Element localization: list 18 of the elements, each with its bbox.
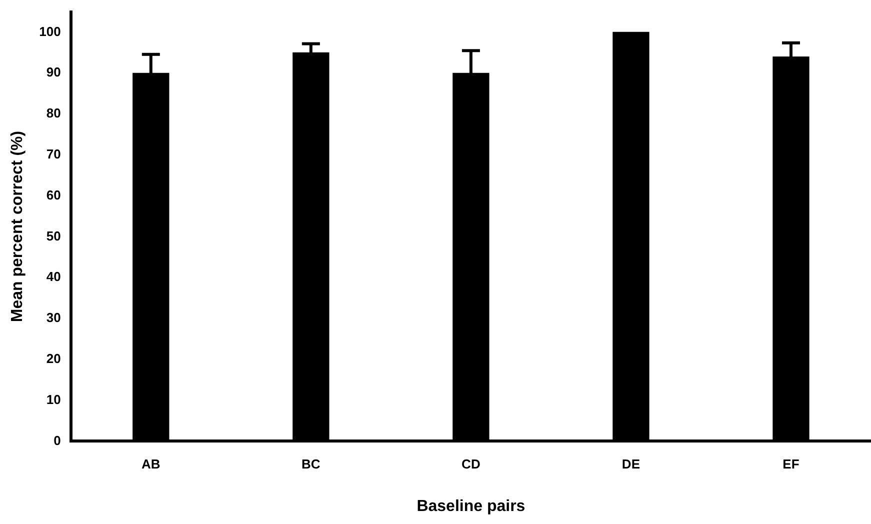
- x-tick-label: DE: [622, 456, 640, 472]
- y-tick-label: 50: [46, 228, 61, 244]
- y-axis-title: Mean percent correct (%): [9, 130, 26, 322]
- y-tick-label: 90: [46, 64, 61, 80]
- y-tick-label: 10: [46, 392, 61, 407]
- y-tick-label: 60: [46, 187, 61, 202]
- y-tick-label: 70: [46, 146, 61, 162]
- y-tick-label: 30: [46, 310, 61, 326]
- y-tick-label: 40: [46, 269, 61, 284]
- x-tick-label: CD: [462, 456, 480, 472]
- y-tick-label: 100: [39, 24, 61, 39]
- x-tick-label: EF: [782, 456, 800, 472]
- y-tick-label: 20: [46, 350, 61, 366]
- y-tick-label: 80: [46, 106, 61, 121]
- y-tick-label: 0: [54, 432, 61, 448]
- x-tick-label: BC: [302, 456, 321, 472]
- x-tick-label: AB: [142, 456, 160, 472]
- x-axis-title: Baseline pairs: [416, 498, 526, 515]
